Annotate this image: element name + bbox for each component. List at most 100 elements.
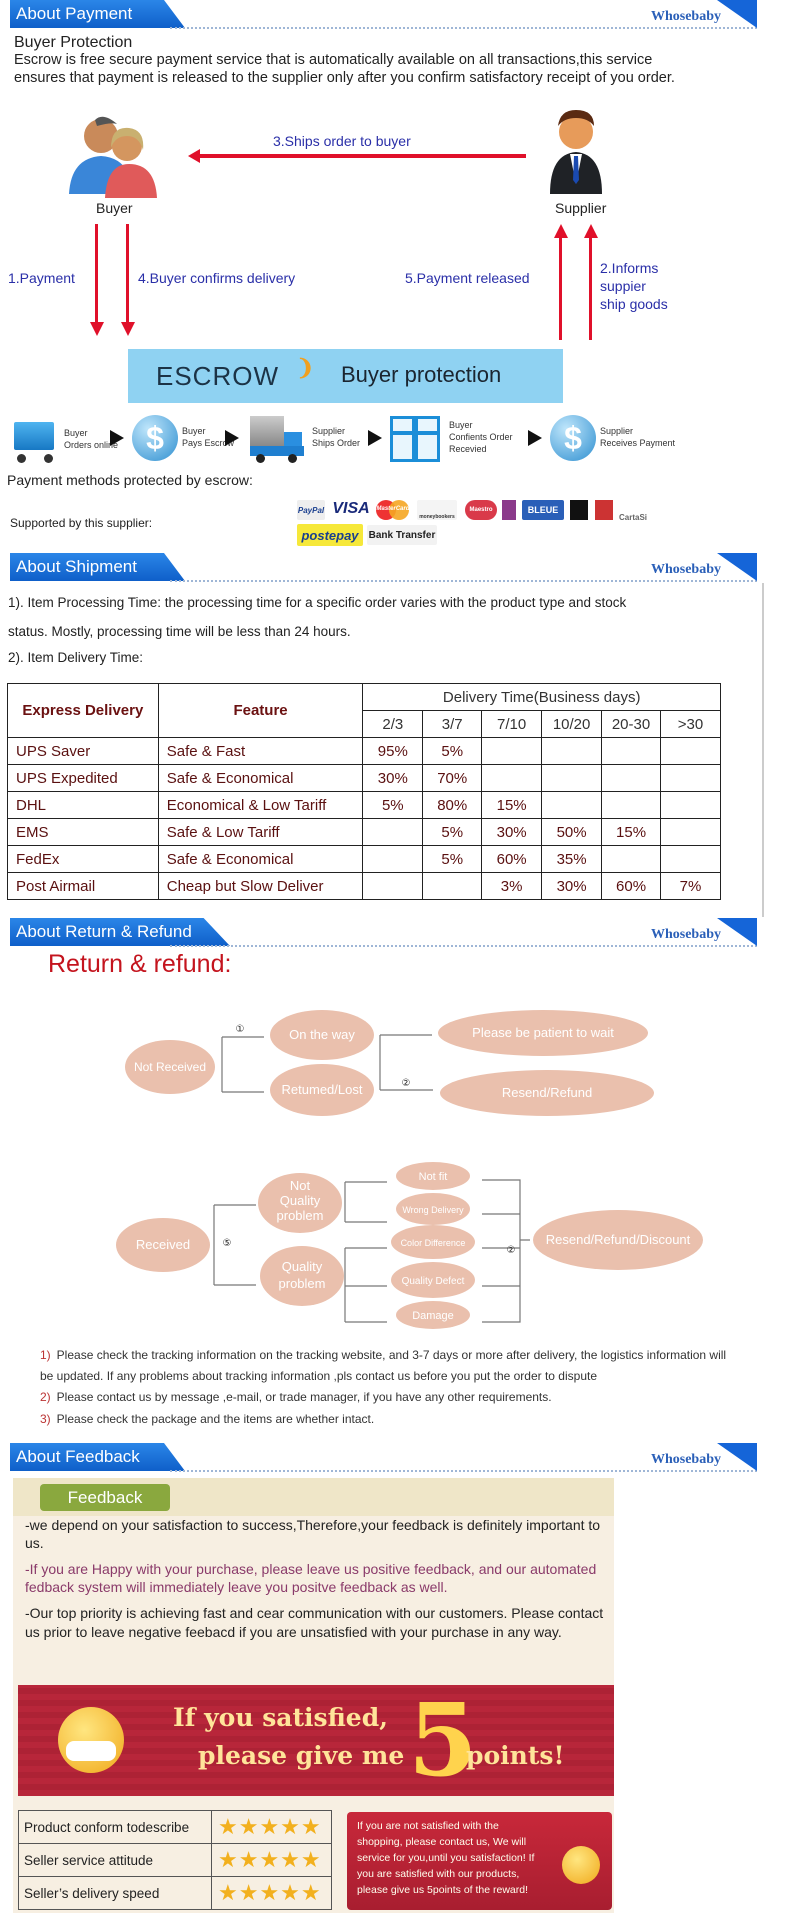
flow-step2: 2.Informs suppier ship goods	[600, 259, 668, 313]
refund-note: 1) Please check the tracking information …	[40, 1348, 727, 1362]
node-not-received: Not Received	[134, 1060, 206, 1074]
processing-time-text: status. Mostly, processing time will be …	[8, 624, 351, 639]
feature-cell: Safe & Low Tariff	[157, 818, 364, 846]
feature-cell: Safe & Economical	[157, 845, 364, 873]
section-header-refund: About Return & Refund Whosebaby	[10, 918, 757, 948]
node-not-fit: Not fit	[419, 1171, 448, 1183]
escrow-banner: ESCROW ❩ Buyer protection	[128, 349, 563, 403]
percent-cell: 15%	[481, 791, 543, 819]
header-title: About Feedback	[16, 1447, 140, 1466]
buyer-icon	[69, 116, 157, 198]
banner-line2: please give me	[198, 1741, 405, 1770]
brand-label: Whosebaby	[650, 562, 721, 577]
table-row: EMS Safe & Low Tariff 5% 30% 50% 15%	[7, 818, 721, 846]
dollar-icon: $	[550, 415, 596, 461]
percent-cell: 7%	[660, 872, 721, 900]
paypal-logo: PayPal	[297, 500, 325, 520]
percent-cell: 95%	[362, 737, 424, 765]
step-label: Buyer Orders online	[64, 428, 119, 450]
percent-cell: 30%	[541, 872, 603, 900]
percent-cell	[541, 764, 603, 792]
star-rating-icon: ★★★★★	[218, 1880, 322, 1905]
arrow-head-down	[121, 322, 135, 336]
percent-cell	[362, 872, 424, 900]
dollar-icon: $	[132, 415, 178, 461]
brand-label: Whosebaby	[650, 927, 721, 942]
carrier-cell: DHL	[7, 791, 159, 819]
arrow-head-left	[188, 149, 200, 163]
corner-decoration	[717, 1443, 757, 1471]
feedback-tab: Feedback	[40, 1484, 170, 1511]
node-quality: Quality	[282, 1259, 323, 1274]
card-logo	[502, 500, 516, 520]
feature-cell: Safe & Economical	[157, 764, 364, 792]
flow-step2-line: ship goods	[600, 296, 668, 312]
step-marker: ②	[402, 1078, 411, 1089]
node-be-patient: Please be patient to wait	[472, 1025, 614, 1040]
node-wrong-delivery: Wrong Delivery	[402, 1205, 464, 1215]
percent-cell: 15%	[601, 818, 661, 846]
rating-label: Seller service attitude	[19, 1844, 212, 1876]
node-quality: problem	[279, 1276, 326, 1291]
header-title: About Return & Refund	[16, 922, 192, 941]
escrow-caption: Buyer protection	[341, 362, 502, 387]
step-label: Supplier Receives Payment	[600, 426, 676, 448]
step-label: Buyer Pays Escrow	[182, 426, 235, 448]
flow-step2-line: 2.Informs	[600, 260, 659, 276]
section-header-shipment: About Shipment Whosebaby	[10, 553, 757, 583]
rating-row: Product conform todescribe ★★★★★	[19, 1811, 331, 1843]
rating-row: Seller service attitude ★★★★★	[19, 1843, 331, 1876]
rating-label: Product conform todescribe	[19, 1811, 212, 1843]
arrow-head-down	[90, 322, 104, 336]
buyer-protection-title: Buyer Protection	[14, 34, 133, 51]
chevron-right-icon	[225, 430, 239, 446]
percent-cell	[601, 737, 661, 765]
flow-step5: 5.Payment released	[405, 270, 530, 286]
table-row: FedEx Safe & Economical 5% 60% 35%	[7, 845, 721, 873]
header-title: About Shipment	[16, 557, 137, 576]
feedback-paragraph: -If you are Happy with your purchase, pl…	[25, 1561, 597, 1595]
refund-note: 3) Please check the package and the items…	[40, 1412, 375, 1426]
supported-label: Supported by this supplier:	[10, 516, 153, 530]
confirm-arrow	[126, 224, 129, 324]
chevron-right-icon	[368, 430, 382, 446]
carrier-cell: Post Airmail	[7, 872, 159, 900]
smiley-thumbs-up-icon	[58, 1707, 124, 1773]
node-returned-lost: Retumed/Lost	[282, 1082, 363, 1097]
node-not-quality: Not	[290, 1178, 311, 1193]
node-not-quality: Quality	[280, 1193, 321, 1208]
ratings-table: Product conform todescribe ★★★★★ Seller se…	[18, 1810, 332, 1910]
feature-cell: Cheap but Slow Deliver	[157, 872, 364, 900]
feature-cell: Economical & Low Tariff	[157, 791, 364, 819]
postepay-logo: postepay	[297, 524, 363, 546]
node-color-difference: Color Difference	[401, 1238, 466, 1248]
card-logo	[595, 500, 613, 520]
divider	[762, 583, 764, 917]
supplier-label: Supplier	[555, 200, 607, 216]
refund-note: be updated. If any problems about tracki…	[40, 1369, 598, 1383]
five-points-banner: If you satisfied, please give me 5 point…	[18, 1685, 614, 1796]
star-rating-icon: ★★★★★	[218, 1847, 322, 1872]
percent-cell	[660, 845, 721, 873]
flow-step1: 1.Payment	[8, 270, 75, 286]
table-row: DHL Economical & Low Tariff 5% 80% 15%	[7, 791, 721, 819]
delivery-time-table: Express Delivery Feature Delivery Time(B…	[7, 683, 721, 900]
cart-icon	[8, 414, 58, 464]
step-label: Supplier Ships Order	[312, 426, 361, 448]
ship-arrow	[196, 154, 526, 158]
header-title: About Payment	[16, 4, 133, 23]
notice-text: If you are not satisfied with the shoppi…	[357, 1820, 535, 1896]
buyer-label: Buyer	[96, 200, 133, 216]
arrow-head-up	[584, 224, 598, 238]
percent-cell: 50%	[541, 818, 603, 846]
period-header: 3/7	[422, 710, 483, 738]
star-rating-icon: ★★★★★	[218, 1814, 322, 1839]
column-group-header: Delivery Time(Business days)	[362, 683, 721, 711]
flow-step4: 4.Buyer confirms delivery	[138, 270, 296, 286]
maestro-logo: Maestro	[465, 500, 497, 520]
refund-title: Return & refund:	[48, 950, 232, 978]
smiley-icon	[562, 1846, 600, 1884]
node-quality-defect: Quality Defect	[402, 1276, 465, 1287]
rating-label: Seller’s delivery speed	[19, 1877, 212, 1909]
escrow-description: Escrow is free secure payment service th…	[14, 52, 675, 86]
